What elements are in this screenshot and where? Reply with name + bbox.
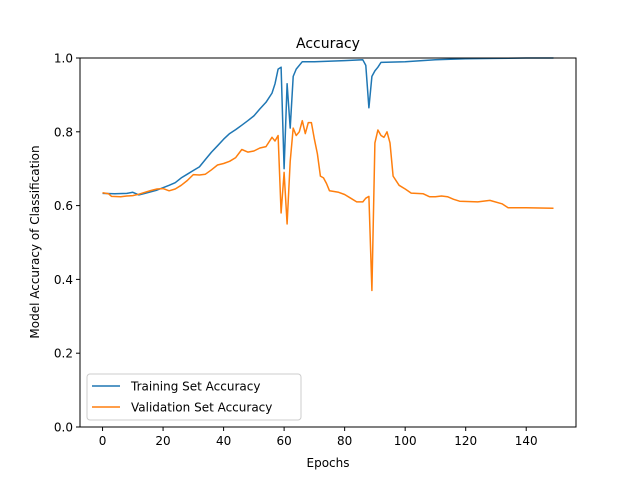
x-tick-label: 0 <box>99 434 107 448</box>
y-tick-label: 0.2 <box>54 347 73 361</box>
legend-label-training: Training Set Accuracy <box>130 380 260 394</box>
x-tick-label: 80 <box>337 434 352 448</box>
x-axis-label: Epochs <box>307 456 350 470</box>
legend-label-validation: Validation Set Accuracy <box>131 401 272 415</box>
legend-box <box>86 373 302 421</box>
x-tick-label: 140 <box>515 434 538 448</box>
chart-title: Accuracy <box>296 36 360 52</box>
x-tick-label: 100 <box>394 434 417 448</box>
y-tick-label: 0.6 <box>54 199 73 213</box>
series-line-0 <box>102 57 554 196</box>
x-tick-label: 20 <box>155 434 170 448</box>
y-tick-label: 0.8 <box>54 125 73 139</box>
y-axis-label: Model Accuracy of Classification <box>28 145 42 338</box>
y-tick-label: 0.0 <box>54 421 73 435</box>
series-line-1 <box>102 119 554 292</box>
legend: Training Set Accuracy Validation Set Acc… <box>86 373 302 421</box>
y-axis-ticks: 0.0 0.2 0.4 0.6 0.8 1.0 <box>54 52 80 435</box>
x-tick-label: 60 <box>276 434 291 448</box>
x-tick-label: 40 <box>216 434 231 448</box>
x-tick-label: 120 <box>454 434 477 448</box>
y-tick-label: 0.4 <box>54 273 73 287</box>
x-axis-ticks: 0 20 40 60 80 100 120 140 <box>99 427 538 448</box>
y-tick-label: 1.0 <box>54 52 73 66</box>
plot-lines <box>102 57 554 292</box>
plot-area-frame <box>79 57 577 428</box>
